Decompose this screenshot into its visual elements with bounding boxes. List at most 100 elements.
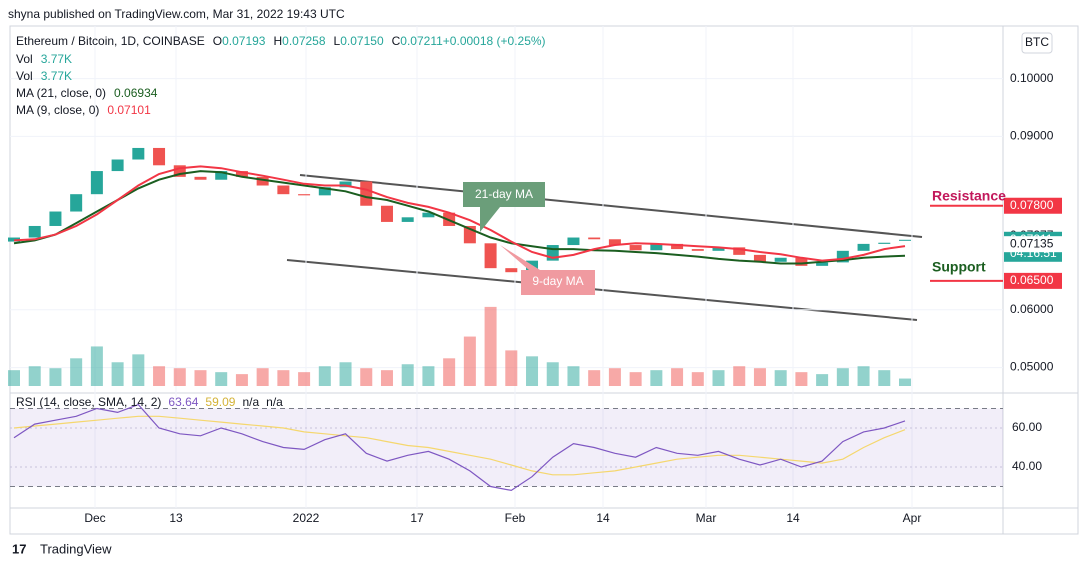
- price-badge-label: 0.07135: [1010, 236, 1054, 250]
- ma9-label: 9-day MA: [532, 274, 583, 288]
- ohlc-value: 0.07258: [282, 34, 326, 48]
- indicator-value: 0.07101: [107, 103, 151, 117]
- volume-bar: [484, 306, 497, 386]
- volume-bar: [836, 368, 849, 386]
- volume-bar: [277, 370, 290, 386]
- candle-body: [650, 243, 663, 251]
- candle-body: [173, 165, 186, 177]
- volume-bar: [70, 358, 83, 386]
- currency[interactable]: BTC: [1025, 35, 1049, 49]
- candle-body: [878, 242, 891, 244]
- indicator-legend: MA (21, close, 0) 0.06934: [16, 86, 158, 100]
- candle-body: [318, 187, 331, 196]
- candle-body: [836, 250, 849, 263]
- x-tick-label: 13: [169, 511, 183, 525]
- volume-bar: [650, 370, 663, 386]
- symbol: Ethereum / Bitcoin, 1D, COINBASE: [16, 34, 205, 48]
- indicator-name: Vol: [16, 52, 33, 66]
- candle-body: [28, 225, 41, 238]
- price-badge-label: 0.06500: [1010, 273, 1054, 287]
- ohlc-value: 0.07211: [400, 34, 443, 48]
- candle-body: [256, 176, 269, 186]
- volume-bar: [153, 366, 166, 386]
- volume-bar: [588, 370, 601, 386]
- rsi-legend-item: n/a: [266, 395, 283, 409]
- candle-body: [339, 181, 352, 188]
- x-tick-label: 14: [786, 511, 800, 525]
- indicator-name: MA (21, close, 0): [16, 86, 106, 100]
- x-tick-label: 2022: [293, 511, 320, 525]
- resistance-label: Resistance: [932, 188, 1006, 204]
- rsi-legend: RSI (14, close, SMA, 14, 2) 63.64 59.09 n/a…: [16, 395, 283, 409]
- ma21-label: 21-day MA: [475, 187, 533, 201]
- volume-bar: [90, 346, 103, 386]
- volume-bar: [463, 336, 476, 386]
- candle-body: [298, 194, 311, 196]
- volume-bar: [546, 362, 559, 386]
- candle-body: [422, 212, 435, 218]
- candle-body: [484, 243, 497, 269]
- volume-bar: [235, 374, 248, 386]
- volume-bar: [857, 366, 870, 386]
- candle-body: [360, 181, 373, 206]
- volume-bar: [608, 368, 621, 386]
- y-tick-label: 0.10000: [1010, 71, 1054, 85]
- currency-button[interactable]: [1021, 32, 1053, 54]
- x-tick-label: Feb: [505, 511, 526, 525]
- volume-bar: [401, 364, 414, 386]
- ohlc-value: 0.07193: [222, 34, 266, 48]
- volume-bar: [712, 370, 725, 386]
- volume-bar: [298, 372, 311, 386]
- indicator-value: 3.77K: [41, 52, 72, 66]
- candle-body: [567, 237, 580, 246]
- candle-body: [111, 159, 124, 172]
- ma21-callout: [463, 182, 545, 232]
- indicator-name: MA (9, close, 0): [16, 103, 99, 117]
- candle-body: [235, 171, 248, 177]
- ohlc-key: L: [334, 34, 341, 48]
- indicator-legend: Vol 3.77K: [16, 69, 72, 83]
- symbol-legend: Ethereum / Bitcoin, 1D, COINBASE O0.07193…: [16, 34, 546, 48]
- volume-bar: [671, 368, 684, 386]
- price-badge: [1004, 197, 1062, 214]
- price-badge-label: 0.07800: [1010, 198, 1054, 212]
- volume-bar: [443, 358, 456, 386]
- candle-body: [712, 247, 725, 251]
- footer-logo: 17: [12, 541, 26, 556]
- volume-bar: [878, 370, 891, 386]
- ohlc-key: O: [213, 34, 222, 48]
- volume-bar: [132, 354, 145, 386]
- volume-bar: [526, 356, 539, 386]
- volume-bar: [339, 362, 352, 386]
- rsi-legend-item: 63.64: [168, 395, 198, 409]
- candle-body: [588, 237, 601, 240]
- volume-bar: [899, 378, 911, 386]
- candle-body: [899, 239, 911, 241]
- candle-body: [857, 243, 870, 251]
- volume-bar: [422, 366, 435, 386]
- volume-bar: [733, 366, 746, 386]
- volume-bar: [753, 368, 766, 386]
- rsi-tick-label: 40.00: [1012, 459, 1042, 473]
- candle-body: [215, 171, 228, 180]
- y-tick-label: 0.05000: [1010, 360, 1054, 374]
- volume-bar: [795, 372, 808, 386]
- indicator-value: 3.77K: [41, 69, 72, 83]
- ma-line: [13, 165, 906, 262]
- ohlc-value: +0.00018 (+0.25%): [443, 34, 546, 48]
- volume-bar: [360, 368, 373, 386]
- indicator-legend: Vol 3.77K: [16, 52, 72, 66]
- ma-line: [13, 170, 906, 265]
- y-tick-label: 0.09000: [1010, 129, 1054, 143]
- volume-bar: [774, 370, 787, 386]
- candle-body: [608, 239, 621, 246]
- x-tick-label: Mar: [696, 511, 717, 525]
- candle-body: [70, 194, 83, 212]
- ohlc-key: H: [273, 34, 282, 48]
- rsi-band: [10, 408, 1003, 487]
- volume-bar: [49, 368, 62, 386]
- x-tick-label: 14: [596, 511, 610, 525]
- candle-body: [401, 217, 414, 222]
- published: shyna published on TradingView.com, Mar …: [8, 7, 345, 21]
